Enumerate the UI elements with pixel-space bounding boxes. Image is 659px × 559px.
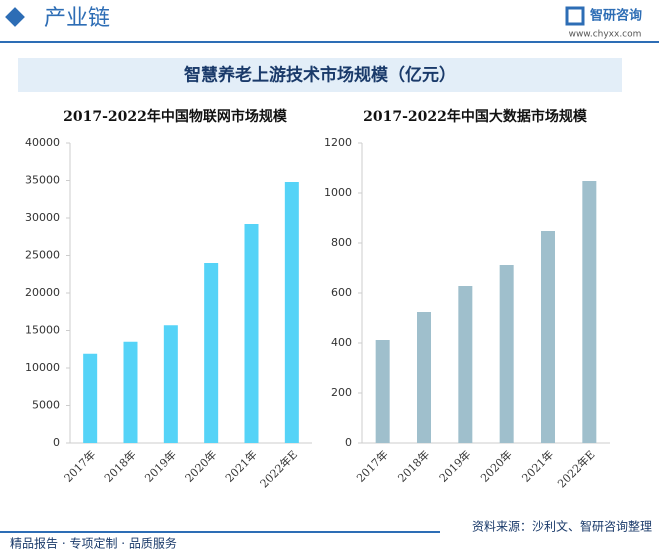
bar <box>83 353 98 443</box>
y-tick-label: 30000 <box>25 211 60 224</box>
y-tick-label: 25000 <box>25 249 60 262</box>
brand-name: 智研咨询 <box>590 8 642 24</box>
y-tick-label: 5000 <box>32 399 60 412</box>
bar <box>541 231 555 443</box>
brand-logo <box>565 6 585 26</box>
y-tick-label: 0 <box>53 436 60 449</box>
bar <box>204 263 219 443</box>
bar <box>163 325 178 443</box>
y-tick-label: 600 <box>331 286 352 299</box>
y-tick-label: 0 <box>345 436 352 449</box>
chart-title: 2017-2022年中国大数据市场规模 <box>363 108 588 125</box>
bar <box>499 265 514 443</box>
title-band <box>18 58 622 92</box>
y-tick-label: 200 <box>331 386 352 399</box>
bar <box>244 224 259 443</box>
y-tick-label: 20000 <box>25 286 60 299</box>
y-tick-label: 10000 <box>25 361 60 374</box>
y-tick-label: 400 <box>331 336 352 349</box>
bar <box>375 340 390 443</box>
y-tick-label: 800 <box>331 236 352 249</box>
y-tick-label: 35000 <box>25 174 60 187</box>
chart-title: 2017-2022年中国物联网市场规模 <box>63 108 288 125</box>
bar <box>123 341 138 443</box>
footer-slogan: 精品报告 · 专项定制 · 品质服务 <box>10 536 177 551</box>
bar <box>417 312 431 443</box>
y-tick-label: 15000 <box>25 324 60 337</box>
header-icon <box>5 7 25 27</box>
site: www.chyxx.com <box>569 30 642 40</box>
bar <box>284 182 299 443</box>
y-tick-label: 1200 <box>324 136 352 149</box>
main-title: 智慧养老上游技术市场规模（亿元） <box>184 65 456 86</box>
y-tick-label: 1000 <box>324 186 352 199</box>
footer-source: 资料来源：沙利文、智研咨询整理 <box>472 519 652 534</box>
y-tick-label: 40000 <box>25 136 60 149</box>
header-section: 产业链 <box>44 6 110 31</box>
bar <box>582 181 597 443</box>
bar <box>458 286 473 443</box>
